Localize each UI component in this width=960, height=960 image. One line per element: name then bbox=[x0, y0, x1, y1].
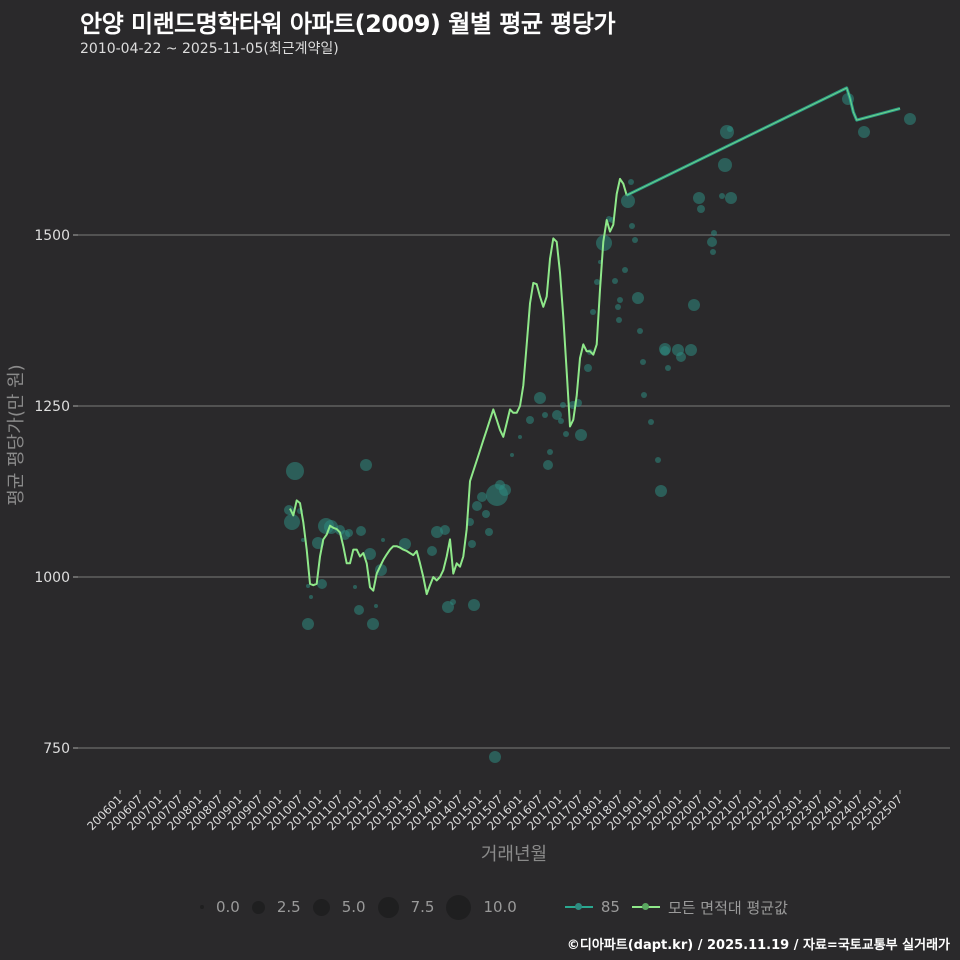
size-circle-icon bbox=[377, 896, 399, 918]
y-tick-label: 1500 bbox=[34, 228, 70, 244]
size-legend-label: 5.0 bbox=[341, 898, 366, 916]
legend-label-average: 모든 면적대 평균값 bbox=[667, 898, 788, 917]
legend: 0.0 2.5 5.0 7.5 10.0 85 모든 면적대 평균값 bbox=[200, 893, 800, 921]
size-legend-item: 10.0 bbox=[446, 894, 517, 920]
y-tick-label: 1250 bbox=[34, 399, 70, 415]
size-legend-label: 0.0 bbox=[216, 898, 240, 916]
y-axis: 750 1000 1250 1500 bbox=[34, 228, 78, 757]
size-legend-label: 7.5 bbox=[410, 898, 435, 916]
size-circle-icon bbox=[251, 900, 265, 914]
series-lines bbox=[289, 86, 901, 596]
y-tick-label: 1000 bbox=[34, 570, 70, 586]
legend-label-85: 85 bbox=[600, 898, 620, 916]
size-legend-label: 2.5 bbox=[276, 898, 301, 916]
size-legend-item: 0.0 bbox=[200, 898, 240, 916]
y-axis-title: 평균 평당가(만 원) bbox=[6, 364, 27, 505]
legend-item-85[interactable]: 85 bbox=[564, 898, 620, 916]
legend-item-average[interactable]: 모든 면적대 평균값 bbox=[631, 897, 788, 918]
x-axis-title: 거래년월 bbox=[481, 844, 547, 865]
x-axis: 2006012006072007012007072008012008072009… bbox=[84, 790, 905, 833]
size-legend: 0.0 2.5 5.0 7.5 10.0 bbox=[200, 894, 529, 920]
size-circle-icon bbox=[312, 898, 330, 916]
legend-line-85-icon bbox=[564, 903, 593, 910]
chart-subtitle: 2010-04-22 ~ 2025-11-05(최근계약일) bbox=[80, 41, 339, 57]
legend-line-average-icon bbox=[631, 903, 660, 910]
size-legend-item: 7.5 bbox=[377, 896, 435, 918]
source-caption: ©디아파트(dapt.kr) / 2025.11.19 / 자료=국토교통부 실… bbox=[566, 938, 950, 953]
size-circle-icon bbox=[200, 905, 204, 909]
size-legend-item: 2.5 bbox=[251, 898, 301, 916]
size-legend-item: 5.0 bbox=[312, 898, 366, 916]
size-circle-icon bbox=[446, 894, 472, 920]
grid-lines bbox=[78, 234, 950, 749]
chart-title: 안양 미랜드명학타워 아파트(2009) 월별 평균 평당가 bbox=[80, 10, 616, 38]
y-tick-label: 750 bbox=[43, 741, 70, 757]
scatter-points-85 bbox=[284, 93, 916, 763]
size-legend-label: 10.0 bbox=[483, 898, 517, 916]
